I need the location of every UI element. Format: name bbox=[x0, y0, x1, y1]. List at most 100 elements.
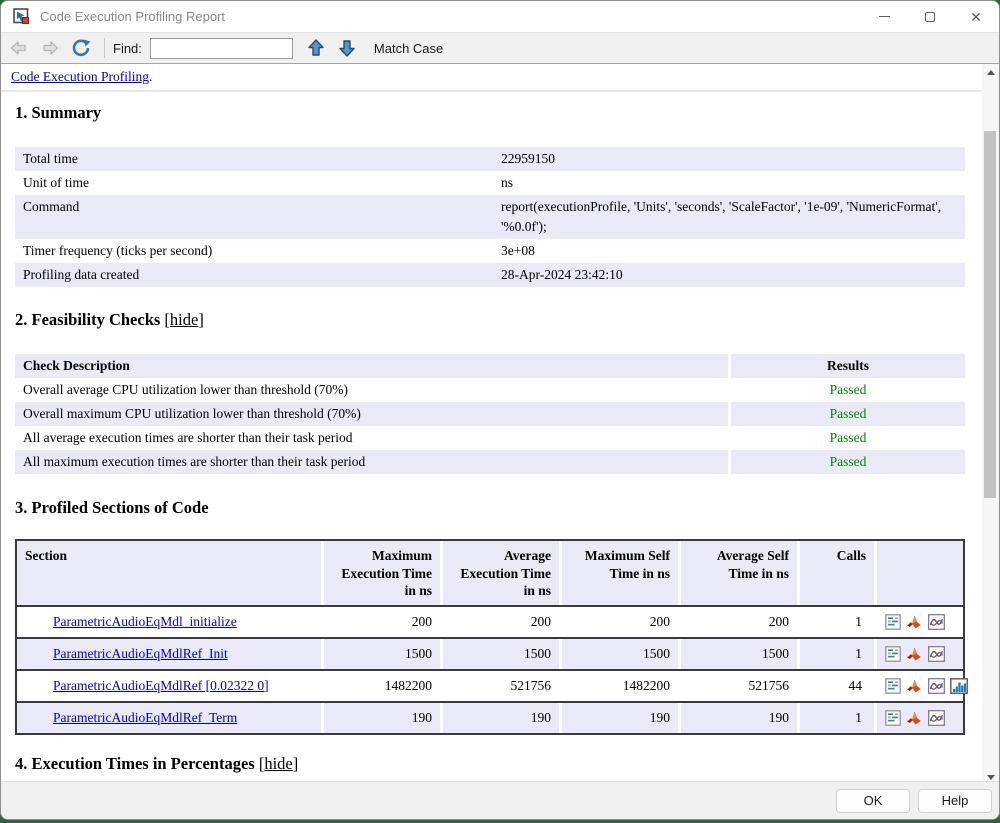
avg-exec-value: 521756 bbox=[510, 677, 552, 693]
table-row: Timer frequency (ticks per second) 3e+08 bbox=[15, 239, 965, 263]
time-plot-icon[interactable] bbox=[928, 709, 945, 726]
summary-label: Timer frequency (ticks per second) bbox=[23, 243, 213, 258]
scroll-down-icon bbox=[986, 775, 995, 780]
calls-value: 1 bbox=[800, 638, 874, 669]
refresh-button[interactable] bbox=[68, 35, 94, 61]
bracket: [ bbox=[164, 310, 170, 329]
title-bar: Code Execution Profiling Report ✕ bbox=[1, 1, 999, 32]
window-controls: ✕ bbox=[861, 1, 999, 32]
toolbar: Find: Match Case bbox=[1, 32, 999, 64]
calls-value: 44 bbox=[848, 677, 863, 693]
section-link[interactable]: ParametricAudioEqMdlRef [0.02322 0] bbox=[53, 677, 269, 693]
check-result: Passed bbox=[829, 382, 867, 397]
table-row: All average execution times are shorter … bbox=[15, 426, 965, 450]
column-header: Check Description bbox=[15, 354, 728, 378]
match-case-toggle[interactable]: Match Case bbox=[373, 40, 444, 56]
time-plot-icon[interactable] bbox=[928, 613, 945, 630]
table-row: All maximum execution times are shorter … bbox=[15, 450, 965, 474]
section-link[interactable]: ParametricAudioEqMdlRef_Term bbox=[53, 709, 238, 725]
section-link[interactable]: ParametricAudioEqMdlRef_Init bbox=[53, 645, 228, 661]
back-button[interactable] bbox=[6, 35, 32, 61]
summary-label: Command bbox=[15, 195, 493, 239]
toolbar-separator bbox=[104, 38, 105, 58]
bracket: ] bbox=[292, 753, 299, 773]
percentages-heading: 4. Execution Times in Percentages [hide] bbox=[15, 753, 974, 774]
table-header-row: Section Maximum Execution Time in ns Ave… bbox=[17, 541, 963, 605]
column-header: Maximum Self Time in ns bbox=[562, 541, 678, 605]
bracket: [ bbox=[258, 753, 265, 773]
avg-exec-value: 190 bbox=[443, 702, 559, 733]
percentages-hide-link[interactable]: hide bbox=[264, 753, 293, 773]
histogram-icon[interactable] bbox=[950, 677, 968, 694]
feasibility-heading-text: 2. Feasibility Checks bbox=[15, 310, 161, 329]
help-button[interactable]: Help bbox=[918, 788, 992, 813]
avg-self-value: 521756 bbox=[748, 677, 790, 693]
summary-label: Total time bbox=[15, 147, 493, 171]
matlab-icon[interactable] bbox=[906, 614, 923, 630]
check-description: Overall average CPU utilization lower th… bbox=[23, 382, 349, 397]
back-icon bbox=[10, 41, 26, 55]
find-next-icon bbox=[339, 40, 355, 57]
maximize-button[interactable] bbox=[907, 1, 953, 32]
table-row: ParametricAudioEqMdlRef_Term 190 190 190… bbox=[17, 700, 963, 733]
summary-value: 3e+08 bbox=[501, 243, 535, 258]
max-exec-value: 1500 bbox=[324, 638, 440, 669]
check-description: All average execution times are shorter … bbox=[23, 430, 353, 445]
avg-self-value: 200 bbox=[768, 613, 789, 629]
summary-value: ns bbox=[501, 175, 514, 190]
top-link-suffix: . bbox=[148, 69, 153, 84]
profile-report-icon[interactable] bbox=[885, 613, 901, 630]
find-input[interactable] bbox=[149, 37, 293, 59]
summary-value: report(executionProfile, 'Units', 'secon… bbox=[493, 195, 965, 239]
check-result: Passed bbox=[829, 430, 867, 445]
profiled-sections-table: Section Maximum Execution Time in ns Ave… bbox=[15, 539, 968, 735]
vertical-scrollbar[interactable] bbox=[982, 64, 999, 786]
footer-bar: OK Help bbox=[1, 781, 999, 819]
max-exec-value: 1482200 bbox=[384, 677, 432, 693]
scrollbar-thumb[interactable] bbox=[984, 131, 996, 498]
max-exec-value: 190 bbox=[324, 702, 440, 733]
feasibility-table: Check Description Results Overall averag… bbox=[15, 354, 965, 474]
profile-report-icon[interactable] bbox=[885, 709, 901, 726]
summary-heading: 1. Summary bbox=[15, 103, 102, 122]
check-description: Overall maximum CPU utilization lower th… bbox=[15, 402, 728, 426]
calls-value: 1 bbox=[855, 613, 862, 629]
time-plot-icon[interactable] bbox=[928, 677, 945, 694]
find-next-button[interactable] bbox=[334, 35, 360, 61]
find-previous-button[interactable] bbox=[303, 35, 329, 61]
minimize-button[interactable] bbox=[861, 1, 907, 32]
profile-report-icon[interactable] bbox=[885, 677, 901, 694]
ok-button[interactable]: OK bbox=[836, 788, 910, 813]
feasibility-hide-link[interactable]: hide bbox=[169, 310, 199, 329]
section-link[interactable]: ParametricAudioEqMdl_initialize bbox=[53, 613, 237, 629]
summary-value: 22959150 bbox=[493, 147, 965, 171]
maximize-icon bbox=[925, 11, 935, 22]
find-label: Find: bbox=[113, 40, 142, 56]
scroll-up-icon bbox=[986, 70, 995, 75]
column-header: Average Self Time in ns bbox=[681, 541, 797, 605]
time-plot-icon[interactable] bbox=[928, 645, 945, 662]
feasibility-heading: 2. Feasibility Checks [hide] bbox=[15, 309, 974, 330]
code-execution-profiling-link[interactable]: Code Execution Profiling bbox=[11, 69, 149, 84]
forward-icon bbox=[43, 41, 59, 55]
table-row: Overall maximum CPU utilization lower th… bbox=[15, 402, 965, 426]
matlab-icon[interactable] bbox=[906, 678, 923, 694]
avg-self-value: 190 bbox=[681, 702, 797, 733]
column-header: Average Execution Time in ns bbox=[443, 541, 559, 605]
calls-value: 1 bbox=[800, 702, 874, 733]
scroll-down-button[interactable] bbox=[982, 769, 999, 786]
matlab-icon[interactable] bbox=[906, 710, 923, 726]
max-exec-value: 200 bbox=[411, 613, 432, 629]
minimize-icon bbox=[878, 16, 890, 17]
column-header: Maximum Execution Time in ns bbox=[324, 541, 440, 605]
bracket: ] bbox=[198, 310, 204, 329]
profile-report-icon[interactable] bbox=[885, 645, 901, 662]
max-self-value: 1500 bbox=[562, 638, 678, 669]
matlab-icon[interactable] bbox=[906, 646, 923, 662]
report-content: Code Execution Profiling. 1. Summary Tot… bbox=[1, 64, 984, 786]
close-icon: ✕ bbox=[970, 8, 982, 25]
forward-button[interactable] bbox=[37, 35, 63, 61]
scroll-up-button[interactable] bbox=[982, 64, 999, 81]
close-button[interactable]: ✕ bbox=[953, 1, 999, 32]
